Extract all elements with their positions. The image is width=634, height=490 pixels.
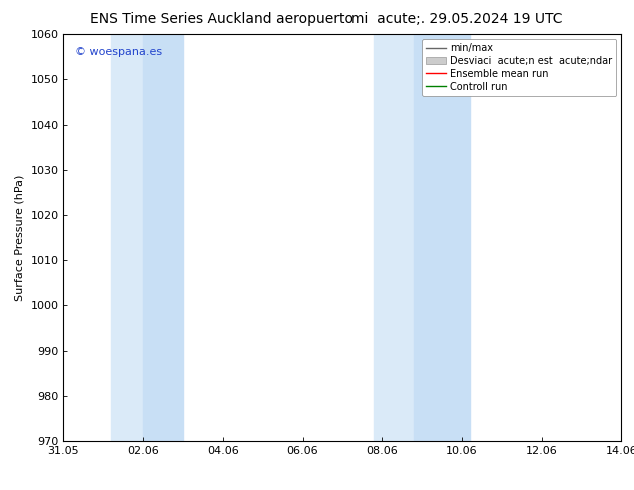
Bar — [414, 34, 470, 441]
Bar — [374, 34, 414, 441]
Y-axis label: Surface Pressure (hPa): Surface Pressure (hPa) — [15, 174, 25, 301]
Bar — [143, 34, 183, 441]
Text: © woespana.es: © woespana.es — [75, 47, 162, 56]
Text: mi  acute;. 29.05.2024 19 UTC: mi acute;. 29.05.2024 19 UTC — [351, 12, 562, 26]
Bar — [111, 34, 143, 441]
Text: ENS Time Series Auckland aeropuerto: ENS Time Series Auckland aeropuerto — [91, 12, 353, 26]
Legend: min/max, Desviaci  acute;n est  acute;ndar, Ensemble mean run, Controll run: min/max, Desviaci acute;n est acute;ndar… — [422, 39, 616, 96]
